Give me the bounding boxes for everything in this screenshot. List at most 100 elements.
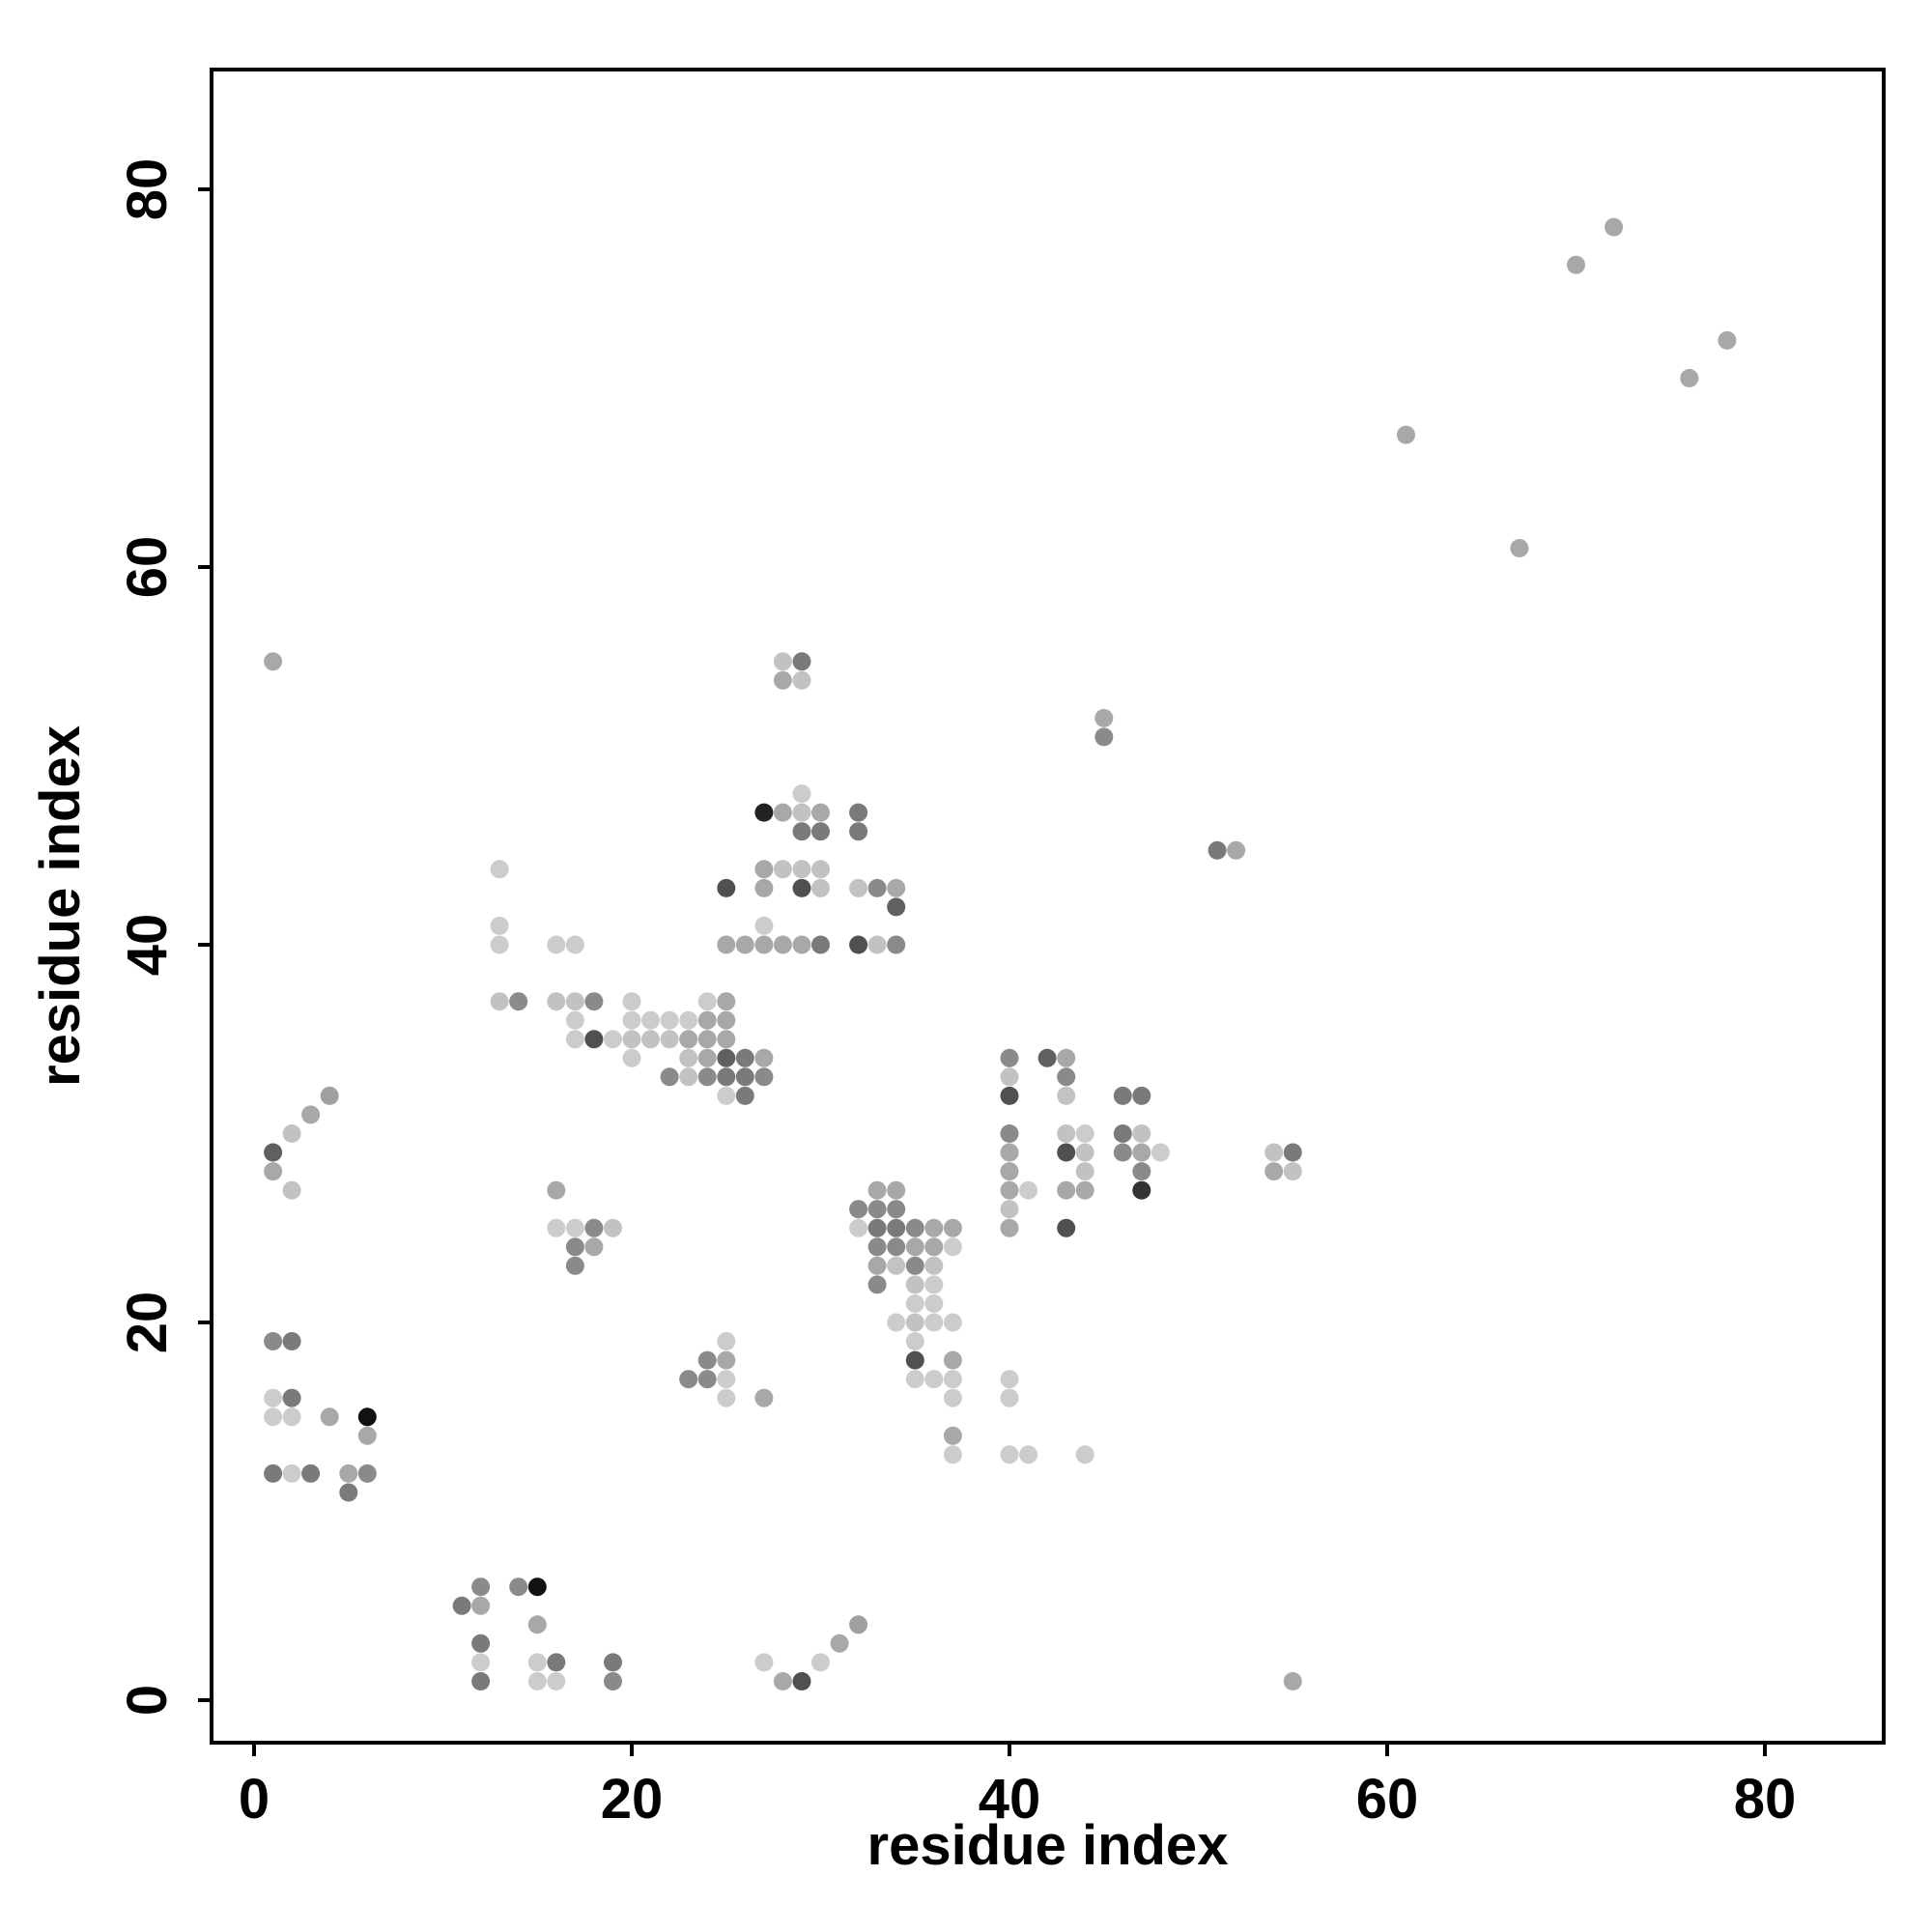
- data-point: [320, 1407, 339, 1427]
- data-point: [717, 1030, 736, 1049]
- data-point: [792, 860, 811, 879]
- data-point: [867, 1200, 887, 1219]
- data-point: [622, 992, 641, 1011]
- data-point: [717, 1332, 736, 1350]
- y-tick-label: 0: [116, 1685, 179, 1716]
- data-point: [282, 1124, 301, 1143]
- data-point: [584, 1237, 604, 1257]
- data-point: [1718, 330, 1737, 350]
- data-point: [697, 1048, 717, 1067]
- x-tick-label: 20: [601, 1768, 664, 1831]
- data-point: [641, 1010, 660, 1030]
- data-point: [773, 803, 792, 822]
- data-point: [943, 1218, 962, 1237]
- data-point: [264, 1332, 283, 1350]
- data-point: [867, 1275, 887, 1294]
- data-point: [792, 935, 811, 954]
- data-point: [867, 1237, 887, 1257]
- data-point: [1057, 1143, 1076, 1162]
- data-point: [1132, 1162, 1151, 1181]
- data-point: [943, 1388, 962, 1407]
- data-point: [1000, 1200, 1019, 1219]
- data-point: [924, 1237, 944, 1257]
- data-point: [1510, 539, 1529, 557]
- data-point: [887, 1256, 906, 1275]
- data-point: [754, 916, 774, 935]
- data-point: [773, 860, 792, 879]
- data-point: [264, 1162, 283, 1181]
- data-point: [811, 1653, 830, 1672]
- data-point: [264, 1143, 283, 1162]
- data-point: [924, 1313, 944, 1332]
- data-point: [1057, 1180, 1076, 1200]
- x-tick-label: 40: [979, 1768, 1041, 1831]
- data-point: [1000, 1180, 1019, 1200]
- data-point: [792, 784, 811, 804]
- data-point: [943, 1237, 962, 1257]
- data-point: [887, 935, 906, 954]
- data-point: [1094, 727, 1114, 747]
- data-point: [490, 916, 509, 935]
- y-tick-label: 20: [116, 1292, 179, 1354]
- data-point: [584, 1030, 604, 1049]
- data-point: [849, 878, 868, 897]
- data-point: [849, 1200, 868, 1219]
- data-point: [697, 1350, 717, 1370]
- data-point: [660, 1067, 679, 1087]
- data-point: [754, 935, 774, 954]
- data-point: [509, 1577, 528, 1597]
- data-point: [527, 1577, 547, 1597]
- data-point: [792, 670, 811, 690]
- data-point: [867, 1180, 887, 1200]
- data-point: [264, 1388, 283, 1407]
- data-point: [867, 935, 887, 954]
- data-point: [924, 1370, 944, 1389]
- data-point: [622, 1030, 641, 1049]
- data-point: [1605, 217, 1624, 237]
- data-point: [565, 1256, 584, 1275]
- x-axis-title: residue index: [867, 1814, 1229, 1877]
- data-point: [320, 1086, 339, 1105]
- data-points: [264, 217, 1737, 1690]
- data-point: [547, 1180, 566, 1200]
- data-point: [471, 1577, 491, 1597]
- data-point: [1208, 840, 1227, 860]
- data-point: [471, 1596, 491, 1615]
- data-point: [301, 1463, 321, 1483]
- data-point: [792, 1672, 811, 1690]
- data-point: [1075, 1180, 1094, 1200]
- data-point: [527, 1653, 547, 1672]
- data-point: [1019, 1180, 1038, 1200]
- data-point: [717, 935, 736, 954]
- data-point: [849, 1218, 868, 1237]
- data-point: [811, 822, 830, 841]
- data-point: [471, 1653, 491, 1672]
- data-point: [792, 803, 811, 822]
- data-point: [357, 1463, 377, 1483]
- data-point: [830, 1634, 849, 1653]
- data-point: [905, 1256, 924, 1275]
- data-point: [282, 1180, 301, 1200]
- data-point: [811, 803, 830, 822]
- data-point: [867, 1218, 887, 1237]
- data-point: [1680, 369, 1699, 387]
- data-point: [1075, 1162, 1094, 1181]
- data-point: [943, 1350, 962, 1370]
- data-point: [565, 1237, 584, 1257]
- data-point: [1132, 1143, 1151, 1162]
- data-point: [547, 935, 566, 954]
- data-point: [905, 1294, 924, 1313]
- data-point: [905, 1313, 924, 1332]
- data-point: [754, 803, 774, 822]
- data-point: [773, 670, 792, 690]
- data-point: [943, 1426, 962, 1445]
- data-point: [1132, 1086, 1151, 1105]
- data-point: [1057, 1124, 1076, 1143]
- data-point: [849, 803, 868, 822]
- data-point: [604, 1672, 622, 1690]
- data-point: [1132, 1124, 1151, 1143]
- data-point: [754, 860, 774, 879]
- data-point: [697, 1030, 717, 1049]
- data-point: [887, 1180, 906, 1200]
- data-point: [1000, 1086, 1019, 1105]
